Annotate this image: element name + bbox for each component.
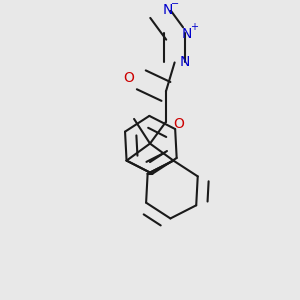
Text: +: +	[190, 22, 198, 32]
Text: −: −	[171, 0, 179, 9]
Text: N: N	[182, 27, 192, 41]
Text: O: O	[123, 71, 134, 85]
Text: N: N	[180, 56, 190, 70]
Text: N: N	[163, 3, 173, 17]
Text: O: O	[173, 117, 184, 131]
